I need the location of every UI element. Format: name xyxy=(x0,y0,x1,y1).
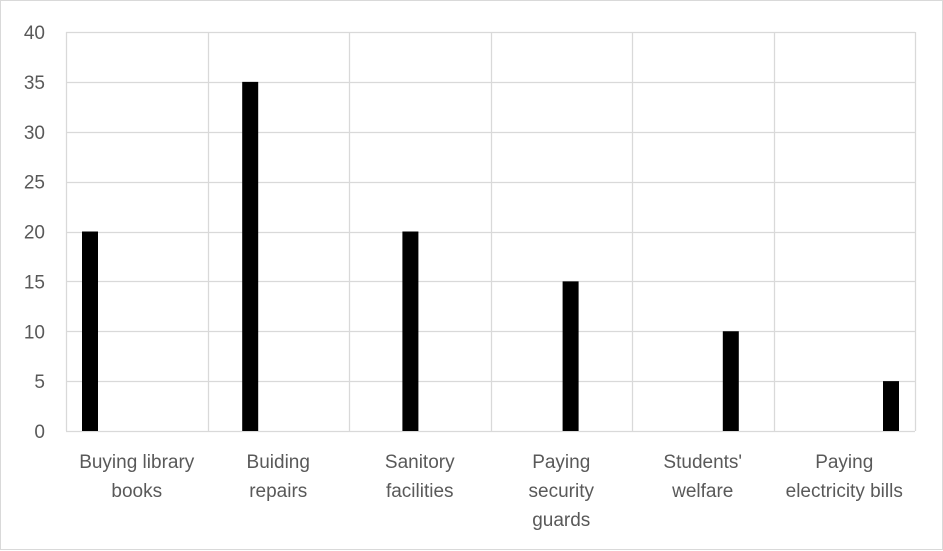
x-category-label-line: Buying library xyxy=(79,452,195,473)
bar xyxy=(82,231,98,431)
bar xyxy=(242,81,259,431)
y-tick-label: 40 xyxy=(24,23,45,44)
x-category-label: Sanitory facilities xyxy=(385,452,455,502)
y-tick-label: 0 xyxy=(34,422,45,443)
y-tick-label: 30 xyxy=(24,123,45,144)
bar xyxy=(883,381,899,431)
x-category-label-line: Paying xyxy=(532,452,590,473)
x-category-label-line: welfare xyxy=(671,481,733,502)
bars xyxy=(82,81,899,431)
x-category-label: Paying security guards xyxy=(529,452,595,531)
x-category-label: Buiding repairs xyxy=(247,452,310,502)
bar xyxy=(402,231,419,431)
x-category-label-line: guards xyxy=(532,510,590,531)
y-tick-label: 15 xyxy=(24,272,45,293)
x-category-label-line: repairs xyxy=(249,481,307,502)
x-category-label-line: Students' xyxy=(663,452,742,473)
x-category-label-line: books xyxy=(111,481,162,502)
x-axis-labels: Buying library books Buiding repairs Sanitor… xyxy=(79,452,903,531)
grid-lines xyxy=(65,31,917,433)
x-category-label-line: facilities xyxy=(386,481,454,502)
x-category-label: Students' welfare xyxy=(663,452,742,502)
x-category-label: Paying electricity bills xyxy=(786,452,903,502)
y-tick-label: 10 xyxy=(24,322,45,343)
x-category-label-line: Buiding xyxy=(247,452,310,473)
x-category-label-line: security xyxy=(529,481,595,502)
x-category-label-line: Paying xyxy=(815,452,873,473)
x-category-label-line: Sanitory xyxy=(385,452,455,473)
y-tick-label: 5 xyxy=(34,372,45,393)
y-tick-label: 25 xyxy=(24,173,45,194)
y-tick-label: 35 xyxy=(24,73,45,94)
x-category-label-line: electricity bills xyxy=(786,481,903,502)
y-tick-label: 20 xyxy=(24,223,45,244)
y-axis-ticks: 0 5 10 15 20 25 30 35 40 xyxy=(24,23,45,443)
bar xyxy=(562,281,579,431)
x-category-label: Buying library books xyxy=(79,452,195,502)
bar xyxy=(722,331,739,431)
